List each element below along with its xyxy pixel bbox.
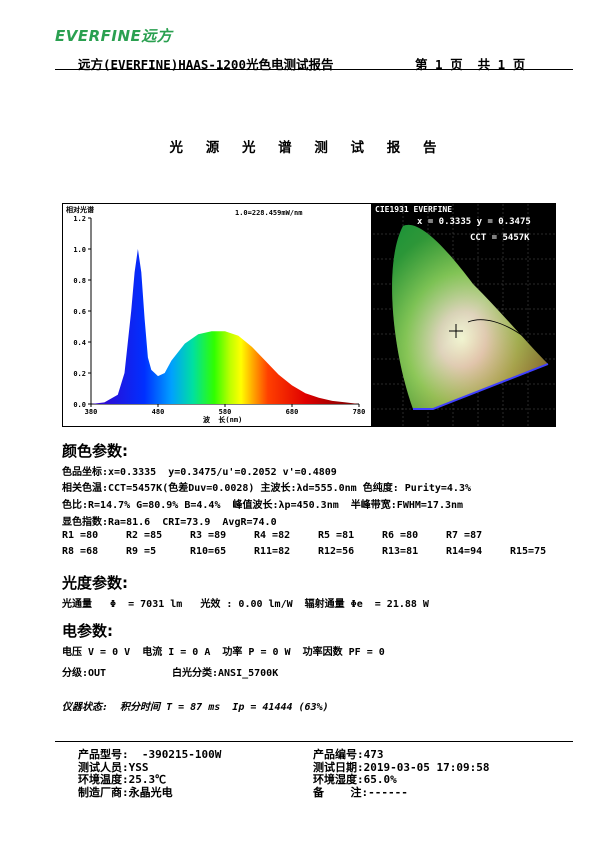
- cie-diagram: [373, 204, 555, 426]
- spectrum-ylabel: 相对光谱: [66, 206, 94, 214]
- cie-chart: CIE1931 EVERFINE x = 0.3335 y = 0.3475 C…: [372, 203, 556, 427]
- y-tick-label: 0.6: [73, 308, 86, 316]
- everfine-logo: EVERFINE远方: [55, 27, 173, 45]
- r-value-cell: R8 =68: [62, 546, 99, 557]
- color-coord-line: 色品坐标:x=0.3335 y=0.3475/u'=0.2052 v'=0.48…: [62, 467, 337, 478]
- r-values-row1: R1 =80 R2 =85 R3 =89 R4 =82 R5 =81 R6 =80 R7 =…: [62, 530, 582, 544]
- r-value-cell: R10=65: [190, 546, 227, 557]
- r-value-cell: R11=82: [254, 546, 291, 557]
- instrument-status: 仪器状态: 积分时间 T = 87 ms Ip = 41444 (63%): [62, 702, 329, 713]
- y-tick-label: 1.0: [73, 246, 86, 254]
- electrical-line: 电压 V = 0 V 电流 I = 0 A 功率 P = 0 W 功率因数 PF…: [62, 647, 385, 658]
- cie-cct: CCT = 5457K: [470, 233, 530, 243]
- color-params-heading: 颜色参数:: [62, 442, 128, 460]
- r-value-cell: R7 =87: [446, 530, 483, 541]
- cct-line: 相关色温:CCT=5457K(色差Duv=0.0028) 主波长:λd=555.…: [62, 483, 471, 494]
- grade-value: 分级:OUT: [62, 668, 107, 679]
- spectrum-chart: 1.2 1.0 0.8 0.6 0.4 0.2 0.0 380 480 580 680 780 相对光…: [62, 203, 372, 427]
- remark: 备 注:------: [313, 786, 408, 799]
- r-value-cell: R13=81: [382, 546, 419, 557]
- spectrum-area: [91, 249, 359, 404]
- cie-coords: x = 0.3335 y = 0.3475: [417, 217, 531, 227]
- r-value-cell: R1 =80: [62, 530, 99, 541]
- report-title: 光 源 光 谱 测 试 报 告: [169, 140, 446, 156]
- r-value-cell: R5 =81: [318, 530, 355, 541]
- footer-divider: [55, 741, 573, 742]
- x-tick-label: 780: [353, 408, 366, 416]
- r-value-cell: R14=94: [446, 546, 483, 557]
- x-tick-label: 680: [286, 408, 299, 416]
- y-tick-label: 0.0: [73, 401, 86, 409]
- elec-params-heading: 电参数:: [62, 622, 113, 640]
- tester: 测试人员:YSS: [78, 761, 149, 774]
- manufacturer: 制造厂商:永晶光电: [78, 786, 173, 799]
- r-value-cell: R12=56: [318, 546, 355, 557]
- color-ratio-line: 色比:R=14.7% G=80.9% B=4.4% 峰值波长:λp=450.3n…: [62, 500, 464, 511]
- product-number: 产品编号:473: [313, 748, 384, 761]
- spectrum-peak-note: 1.0=228.459mW/nm: [235, 209, 303, 217]
- y-tick-label: 0.4: [73, 339, 86, 347]
- cie-point-marker: [449, 324, 463, 338]
- env-humidity: 环境湿度:65.0%: [313, 773, 397, 786]
- r-values-row2: R8 =68 R9 =5 R10=65 R11=82 R12=56 R13=81 R14=9…: [62, 546, 582, 560]
- white-class-value: 白光分类:ANSI_5700K: [172, 668, 279, 679]
- cri-line: 显色指数:Ra=81.6 CRI=73.9 AvgR=74.0: [62, 517, 277, 528]
- y-tick-label: 0.2: [73, 370, 86, 378]
- r-value-cell: R3 =89: [190, 530, 227, 541]
- cie-title: CIE1931 EVERFINE: [375, 205, 453, 214]
- y-tick-label: 1.2: [73, 215, 86, 223]
- env-temperature: 环境温度:25.3℃: [78, 773, 167, 786]
- r-value-cell: R4 =82: [254, 530, 291, 541]
- r-value-cell: R15=75: [510, 546, 547, 557]
- x-tick-label: 480: [152, 408, 165, 416]
- r-value-cell: R6 =80: [382, 530, 419, 541]
- header-divider: [55, 69, 573, 70]
- r-value-cell: R2 =85: [126, 530, 163, 541]
- r-value-cell: R9 =5: [126, 546, 157, 557]
- luminous-flux-line: 光通量 Φ = 7031 lm 光效 : 0.00 lm/W 辐射通量 Φe =…: [62, 599, 429, 610]
- page-info: 第 1 页 共 1 页: [415, 57, 526, 72]
- product-model: 产品型号: -390215-100W: [78, 748, 222, 761]
- spectrum-xlabel: 波 长(nm): [203, 416, 243, 424]
- x-tick-label: 380: [85, 408, 98, 416]
- photo-params-heading: 光度参数:: [62, 574, 128, 592]
- y-tick-label: 0.8: [73, 277, 86, 285]
- report-header-title: 远方(EVERFINE)HAAS-1200光色电测试报告: [78, 57, 334, 72]
- x-tick-label: 580: [219, 408, 232, 416]
- test-date: 测试日期:2019-03-05 17:09:58: [313, 761, 490, 774]
